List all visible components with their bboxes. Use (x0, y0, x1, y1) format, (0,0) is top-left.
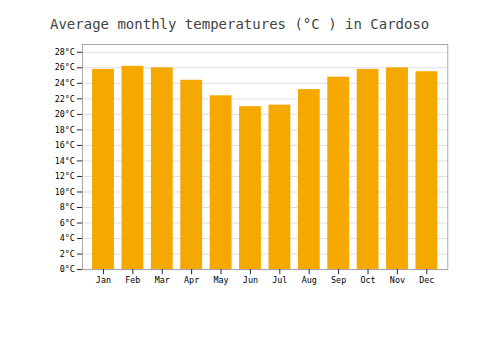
svg-text:0°C: 0°C (60, 264, 75, 274)
svg-text:8°C: 8°C (60, 202, 75, 212)
svg-text:26°C: 26°C (55, 62, 75, 72)
svg-text:Oct: Oct (360, 275, 375, 285)
svg-text:Jun: Jun (243, 275, 258, 285)
svg-text:May: May (213, 275, 228, 285)
html-text:Average monthly temperatures (: Average monthly temperatures (°C ) in Ca… (50, 16, 430, 32)
svg-text:12°C: 12°C (55, 171, 75, 181)
svg-text:4°C: 4°C (60, 233, 75, 243)
svg-text:6°C: 6°C (60, 218, 75, 228)
svg-text:20°C: 20°C (55, 109, 75, 119)
svg-text:18°C: 18°C (55, 125, 75, 135)
svg-text:10°C: 10°C (55, 187, 75, 197)
svg-text:Jan: Jan (96, 275, 111, 285)
svg-text:16°C: 16°C (55, 140, 75, 150)
svg-text:2°C: 2°C (60, 249, 75, 259)
svg-text:14°C: 14°C (55, 156, 75, 166)
svg-text:Mar: Mar (155, 275, 170, 285)
svg-text:28°C: 28°C (55, 47, 75, 57)
svg-text:Dec: Dec (419, 275, 434, 285)
svg-text:Jul: Jul (272, 275, 287, 285)
svg-text:Aug: Aug (302, 275, 317, 285)
svg-text:Apr: Apr (184, 275, 199, 285)
svg-text:Nov: Nov (390, 275, 405, 285)
svg-text:22°C: 22°C (55, 94, 75, 104)
svg-text:Feb: Feb (125, 275, 140, 285)
svg-text:Sep: Sep (331, 275, 346, 285)
svg-text:24°C: 24°C (55, 78, 75, 88)
